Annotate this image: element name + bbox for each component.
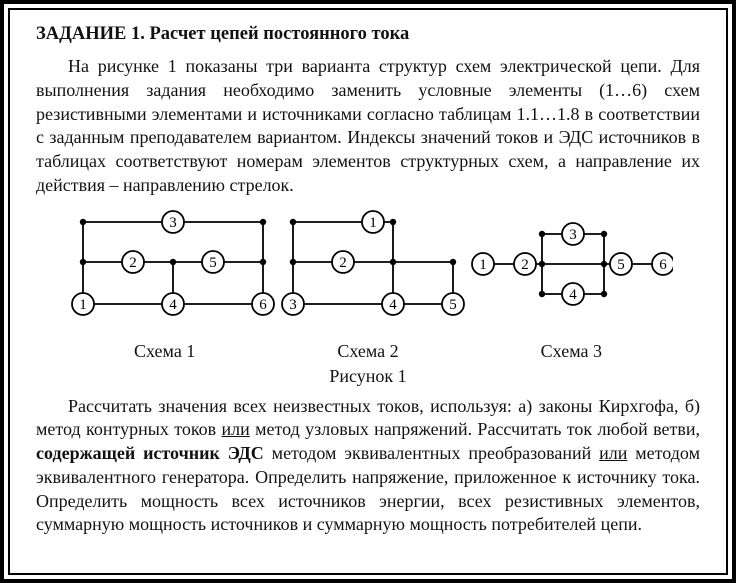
- svg-text:2: 2: [129, 255, 137, 271]
- svg-text:3: 3: [289, 297, 297, 313]
- label-schema-1: Схема 1: [63, 341, 266, 362]
- svg-text:1: 1: [479, 257, 487, 273]
- svg-text:4: 4: [569, 287, 577, 303]
- task-text-b: метод узловых напряжений. Рассчитать ток…: [250, 419, 700, 439]
- label-schema-3: Схема 3: [470, 341, 673, 362]
- intro-paragraph: На рисунке 1 показаны три варианта струк…: [36, 55, 700, 198]
- task-ili-1: или: [222, 419, 250, 439]
- svg-text:1: 1: [79, 297, 87, 313]
- svg-text:5: 5: [209, 255, 217, 271]
- svg-text:2: 2: [521, 257, 529, 273]
- svg-text:3: 3: [169, 215, 177, 231]
- task-text-c: методом эквивалентных преобразований: [264, 443, 599, 463]
- task-paragraph: Рассчитать значения всех неизвестных ток…: [36, 395, 700, 538]
- svg-text:5: 5: [617, 257, 625, 273]
- svg-text:6: 6: [659, 257, 667, 273]
- circuit-figure: 3 2 5 1 4 6 1 2 3 4 5 1 2 5 6 3 4 Схема 1 Схема 2 Схема …: [36, 204, 700, 362]
- svg-text:4: 4: [169, 297, 177, 313]
- assignment-title: ЗАДАНИЕ 1. Расчет цепей постоянного тока: [36, 24, 700, 45]
- svg-text:1: 1: [369, 215, 377, 231]
- svg-text:6: 6: [259, 297, 267, 313]
- figure-caption: Рисунок 1: [36, 366, 700, 387]
- outer-frame: ЗАДАНИЕ 1. Расчет цепей постоянного тока…: [0, 0, 736, 583]
- task-bold: содержащей источник ЭДС: [36, 443, 264, 463]
- svg-text:3: 3: [569, 227, 577, 243]
- svg-text:4: 4: [389, 297, 397, 313]
- inner-frame: ЗАДАНИЕ 1. Расчет цепей постоянного тока…: [8, 8, 728, 575]
- schema-labels-row: Схема 1 Схема 2 Схема 3: [63, 341, 673, 362]
- circuits-svg: 3 2 5 1 4 6 1 2 3 4 5 1 2 5 6 3 4: [63, 204, 673, 334]
- task-ili-2: или: [599, 443, 627, 463]
- label-schema-2: Схема 2: [266, 341, 469, 362]
- svg-text:2: 2: [339, 255, 347, 271]
- svg-text:5: 5: [449, 297, 457, 313]
